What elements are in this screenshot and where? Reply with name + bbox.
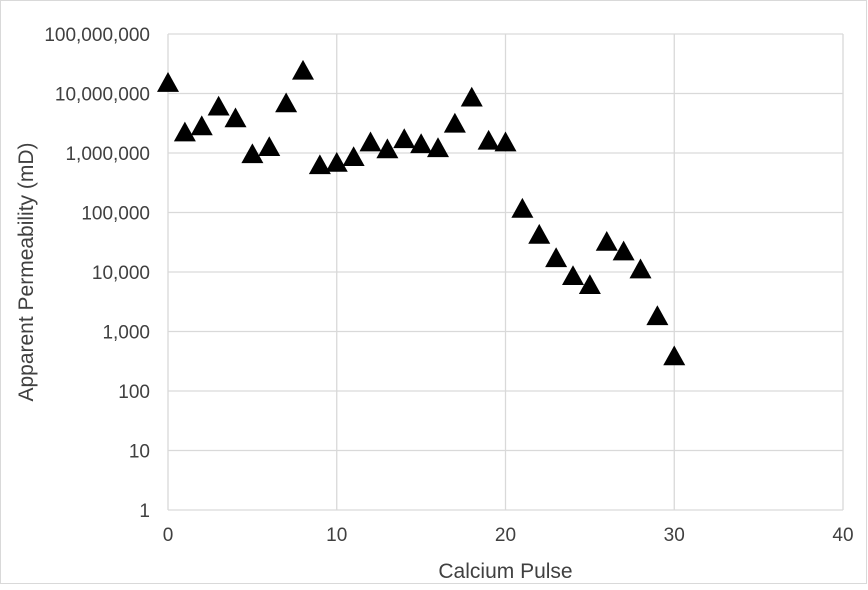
y-tick-label: 1 [139,501,150,522]
data-point-triangle [241,143,264,164]
data-point-triangle [595,230,618,251]
data-point-triangle [410,133,433,154]
y-tick-labels: 1 10 100 1,000 10,000 100,000 1,000,000 10,000,… [44,25,150,522]
y-tick-label: 1,000,000 [65,144,150,165]
data-point-triangle [275,92,298,113]
data-points [157,59,686,366]
y-axis-title: Apparent Permeability (mD) [15,142,38,401]
x-tick-label: 20 [495,525,516,546]
x-tick-label: 40 [832,525,853,546]
data-point-triangle [629,258,652,279]
data-point-triangle [376,138,399,159]
data-point-triangle [207,95,230,116]
data-point-triangle [528,223,551,244]
y-tick-label: 100,000 [81,204,150,225]
data-point-triangle [477,129,500,150]
x-tick-label: 0 [163,525,174,546]
y-tick-label: 10 [129,442,150,463]
data-point-triangle [308,154,331,175]
data-point-triangle [460,86,483,107]
data-point-triangle [562,265,584,285]
data-point-triangle [612,240,635,261]
data-point-triangle [646,305,669,326]
y-tick-label: 10,000,000 [55,85,150,106]
data-point-triangle [443,112,466,133]
data-point-triangle [494,131,517,152]
x-tick-label: 10 [326,525,347,546]
x-tick-label: 30 [664,525,685,546]
data-point-triangle [545,247,568,268]
y-tick-label: 10,000 [92,263,150,284]
y-tick-label: 1,000 [102,323,150,344]
data-point-triangle [157,72,179,92]
data-point-triangle [173,121,196,142]
data-point-triangle [393,128,416,149]
data-point-triangle [190,115,213,136]
data-point-triangle [325,151,348,172]
data-point-triangle [578,274,601,294]
data-point-triangle [511,197,534,218]
data-point-triangle [427,137,449,158]
data-point-triangle [663,345,686,366]
y-tick-label: 100,000,000 [44,25,150,46]
grid-lines [167,33,844,511]
x-tick-labels: 0 10 20 30 40 [163,525,854,546]
data-point-triangle [292,59,314,80]
data-point-triangle [342,146,365,166]
data-point-triangle [224,107,247,128]
x-axis-title: Calcium Pulse [438,560,572,583]
data-point-triangle [359,131,382,152]
data-point-triangle [258,136,281,157]
y-tick-label: 100 [118,382,150,403]
